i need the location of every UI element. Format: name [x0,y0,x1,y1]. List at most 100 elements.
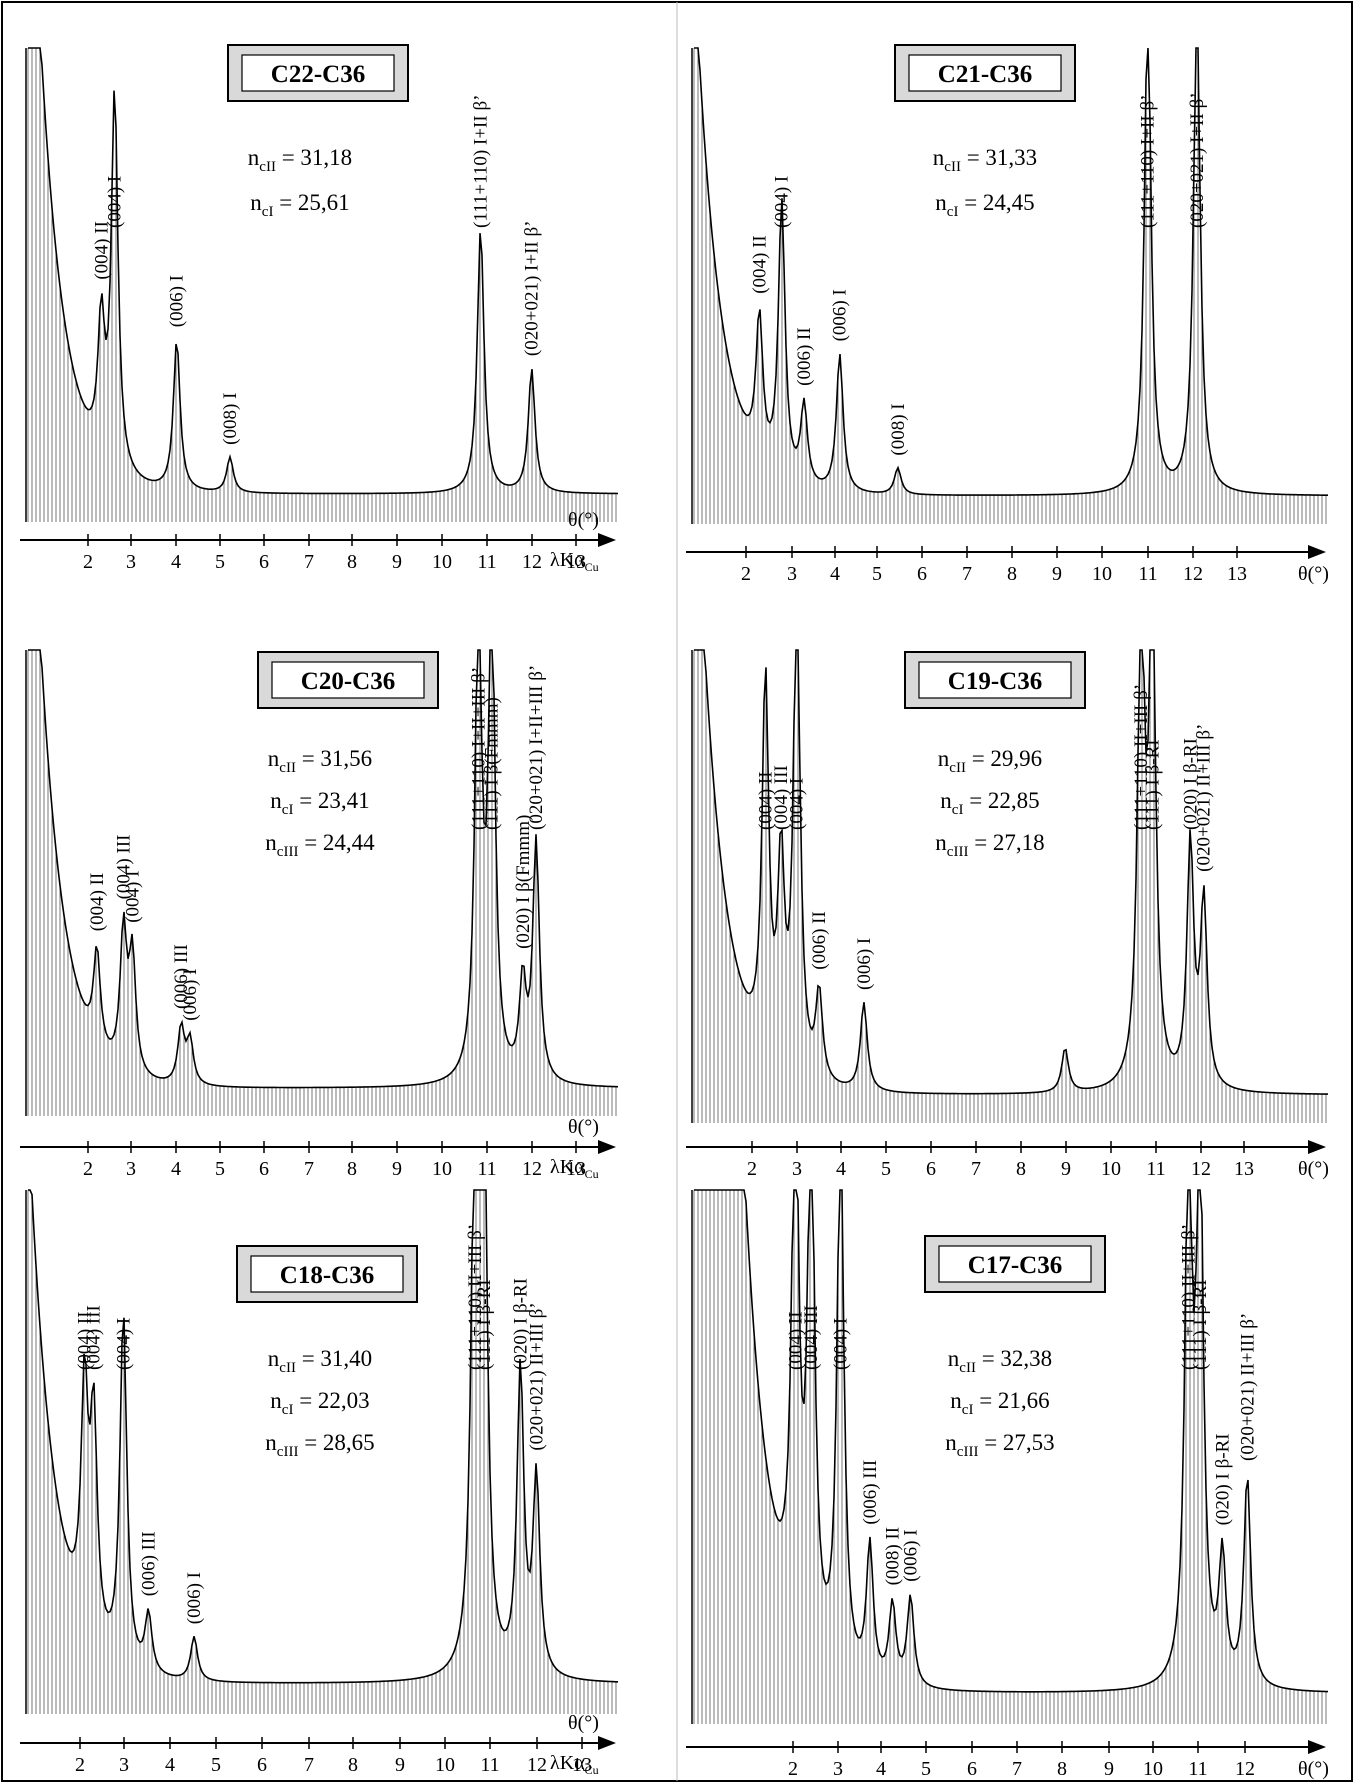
x-axis-theta-label: θ(°) [1298,1158,1329,1180]
x-tick-label: 11 [477,1158,496,1180]
diffraction-curve [28,1189,619,1684]
x-tick-label: 8 [1057,1758,1067,1780]
n-value: ncII = 31,18 [248,145,352,175]
x-tick-label: 12 [522,1158,542,1180]
x-tick-label: 9 [395,1754,405,1776]
peak-label: (006) I [901,1529,922,1581]
peak-label: (008) I [220,393,241,445]
x-axis-theta-label: θ(°) [1298,1758,1329,1780]
peak-label: (020) I β-RI [1212,1433,1233,1525]
x-tick-label: 4 [830,563,840,585]
pattern-hatching [27,650,617,1116]
peak-label: (004) I [122,871,143,923]
x-tick-label: 3 [787,563,797,585]
x-axis-arrow [598,1140,616,1154]
x-axis-wavelength-label: λKαCu [550,1156,599,1181]
x-tick-label: 12 [1235,1758,1255,1780]
x-tick-label: 13 [566,1158,586,1180]
x-tick-label: 10 [1092,563,1112,585]
x-tick-label: 10 [432,551,452,573]
x-axis-wavelength-sub: Cu [585,1167,599,1181]
peak-label: (006) III [138,1531,159,1596]
panel-title: C22-C36 [271,61,365,88]
x-tick-label: 6 [259,551,269,573]
x-tick-label: 2 [83,1158,93,1180]
x-tick-label: 6 [967,1758,977,1780]
x-tick-label: 13 [566,551,586,573]
n-value: ncII = 31,56 [268,746,372,776]
peak-label: (111+110) I+II+III β’ [468,667,489,830]
peak-label: (111+110) II+III β’ [1131,684,1152,830]
x-axis-arrow [598,533,616,547]
x-axis-arrow [1308,545,1326,559]
pattern-hatching [693,1190,1327,1724]
x-axis-theta-label: θ(°) [568,1116,599,1138]
x-tick-label: 7 [304,551,314,573]
diffraction-curve [694,649,1329,1095]
peak-label: (111+110) II+III β’ [1179,1224,1200,1370]
peak-label: (111+110) II+III β’ [465,1224,486,1370]
x-tick-label: 12 [1191,1158,1211,1180]
peak-label: (004) II [91,221,112,280]
peak-label: (004) I [105,176,126,228]
peak-label: (006) III [171,944,192,1009]
peak-label: (020+021) I+II β’ [522,221,543,357]
peak-label: (004) II [755,771,776,830]
peak-label: (008) I [888,403,909,455]
peak-label: (008) II [882,1527,903,1586]
n-value: ncI = 25,61 [250,190,349,220]
n-value: ncII = 31,40 [268,1346,372,1376]
x-tick-label: 5 [872,563,882,585]
peak-label: (006) I [180,969,201,1021]
peak-label: (020+021) I+II β’ [1187,92,1208,228]
pattern-hatching [693,650,1327,1123]
x-tick-label: 3 [833,1758,843,1780]
panel-C20-C36: 2 3 4 5 6 7 8 9 10 11 12 13 θ(°) λKαCu C20-C36 ncII = 3… [20,649,619,1181]
x-tick-label: 7 [1012,1758,1022,1780]
peak-label: (020+021) II+III β’ [1194,724,1215,872]
peak-label: (004) III [801,1305,822,1370]
x-axis-theta-label: θ(°) [1298,563,1329,585]
x-tick-label: 8 [1007,563,1017,585]
x-tick-label: 2 [747,1158,757,1180]
x-tick-label: 2 [83,551,93,573]
x-axis-arrow [1308,1740,1326,1754]
x-tick-label: 6 [259,1158,269,1180]
pattern-hatching [27,48,617,522]
x-axis-wavelength-sub: Cu [585,560,599,574]
x-tick-label: 5 [211,1754,221,1776]
peak-label: (111+110) I+II β’ [471,95,492,228]
pattern-hatching [27,1190,617,1714]
panel-title: C20-C36 [301,668,395,695]
x-tick-label: 5 [921,1758,931,1780]
x-tick-label: 11 [1146,1158,1165,1180]
x-axis-wavelength-sub: Cu [585,1763,599,1777]
peak-label: (004) II [749,235,770,294]
peak-label: (111+110) I+II β’ [1138,95,1159,228]
x-tick-label: 7 [304,1158,314,1180]
n-value: ncIII = 24,44 [265,830,375,860]
x-tick-label: 3 [792,1158,802,1180]
panel-title-inner [250,1255,404,1293]
peak-label: (006) I [830,289,851,341]
peak-label: (006) I [184,1572,205,1624]
x-tick-label: 9 [1104,1758,1114,1780]
x-tick-label: 8 [347,1158,357,1180]
panel-title-inner [271,661,425,699]
x-tick-label: 2 [75,1754,85,1776]
peak-label: (006) I [854,938,875,990]
x-tick-label: 7 [962,563,972,585]
panel-title-inner [908,54,1062,92]
peak-label: (004) II [785,1311,806,1370]
x-tick-label: 2 [741,563,751,585]
n-value: ncII = 31,33 [933,145,1037,175]
x-tick-label: 4 [836,1158,846,1180]
x-tick-label: 6 [257,1754,267,1776]
x-tick-label: 3 [119,1754,129,1776]
peak-label: (111) I β-RI [1142,739,1163,830]
peak-label: (111) I β-RI [474,1279,495,1370]
peak-label: (004) I [113,1318,134,1370]
x-tick-label: 10 [435,1754,455,1776]
